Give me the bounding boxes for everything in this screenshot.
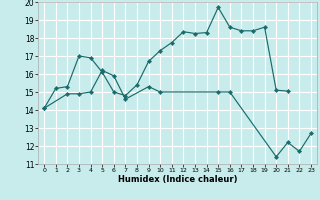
X-axis label: Humidex (Indice chaleur): Humidex (Indice chaleur) bbox=[118, 175, 237, 184]
